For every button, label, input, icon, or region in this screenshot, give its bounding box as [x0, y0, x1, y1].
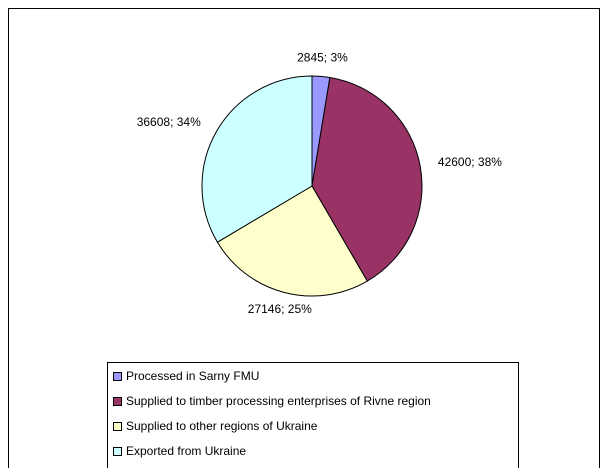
legend-label: Supplied to other regions of Ukraine	[126, 419, 318, 433]
legend-swatch	[113, 422, 122, 431]
data-label: 27146; 25%	[248, 302, 312, 316]
data-label: 36608; 34%	[137, 115, 201, 129]
pie-slice	[216, 185, 368, 297]
pie-slice	[201, 75, 313, 243]
legend-box	[107, 362, 519, 468]
data-label: 2845; 3%	[297, 51, 348, 65]
legend-label: Supplied to timber processing enterprise…	[126, 394, 431, 408]
legend-swatch	[113, 397, 122, 406]
data-label: 42600; 38%	[438, 155, 502, 169]
pie-slice	[311, 76, 423, 282]
legend-label: Processed in Sarny FMU	[126, 369, 259, 383]
legend-label: Exported from Ukraine	[126, 444, 246, 458]
legend-swatch	[113, 447, 122, 456]
legend-swatch	[113, 372, 122, 381]
